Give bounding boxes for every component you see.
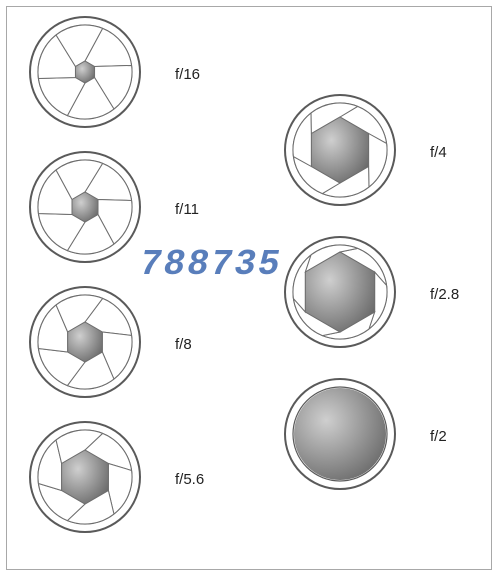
aperture-ap-f28 bbox=[282, 234, 398, 355]
aperture-ap-f2 bbox=[282, 376, 398, 497]
label-ap-f16: f/16 bbox=[175, 66, 200, 83]
label-ap-f28: f/2.8 bbox=[430, 286, 459, 303]
label-ap-f2: f/2 bbox=[430, 428, 447, 445]
aperture-ap-f4 bbox=[282, 92, 398, 213]
aperture-ap-f56 bbox=[27, 419, 143, 540]
label-ap-f56: f/5.6 bbox=[175, 471, 204, 488]
aperture-ap-f16 bbox=[27, 14, 143, 135]
aperture-ap-f8 bbox=[27, 284, 143, 405]
aperture-ap-f11 bbox=[27, 149, 143, 270]
label-ap-f4: f/4 bbox=[430, 144, 447, 161]
label-ap-f11: f/11 bbox=[175, 201, 199, 218]
label-ap-f8: f/8 bbox=[175, 336, 192, 353]
